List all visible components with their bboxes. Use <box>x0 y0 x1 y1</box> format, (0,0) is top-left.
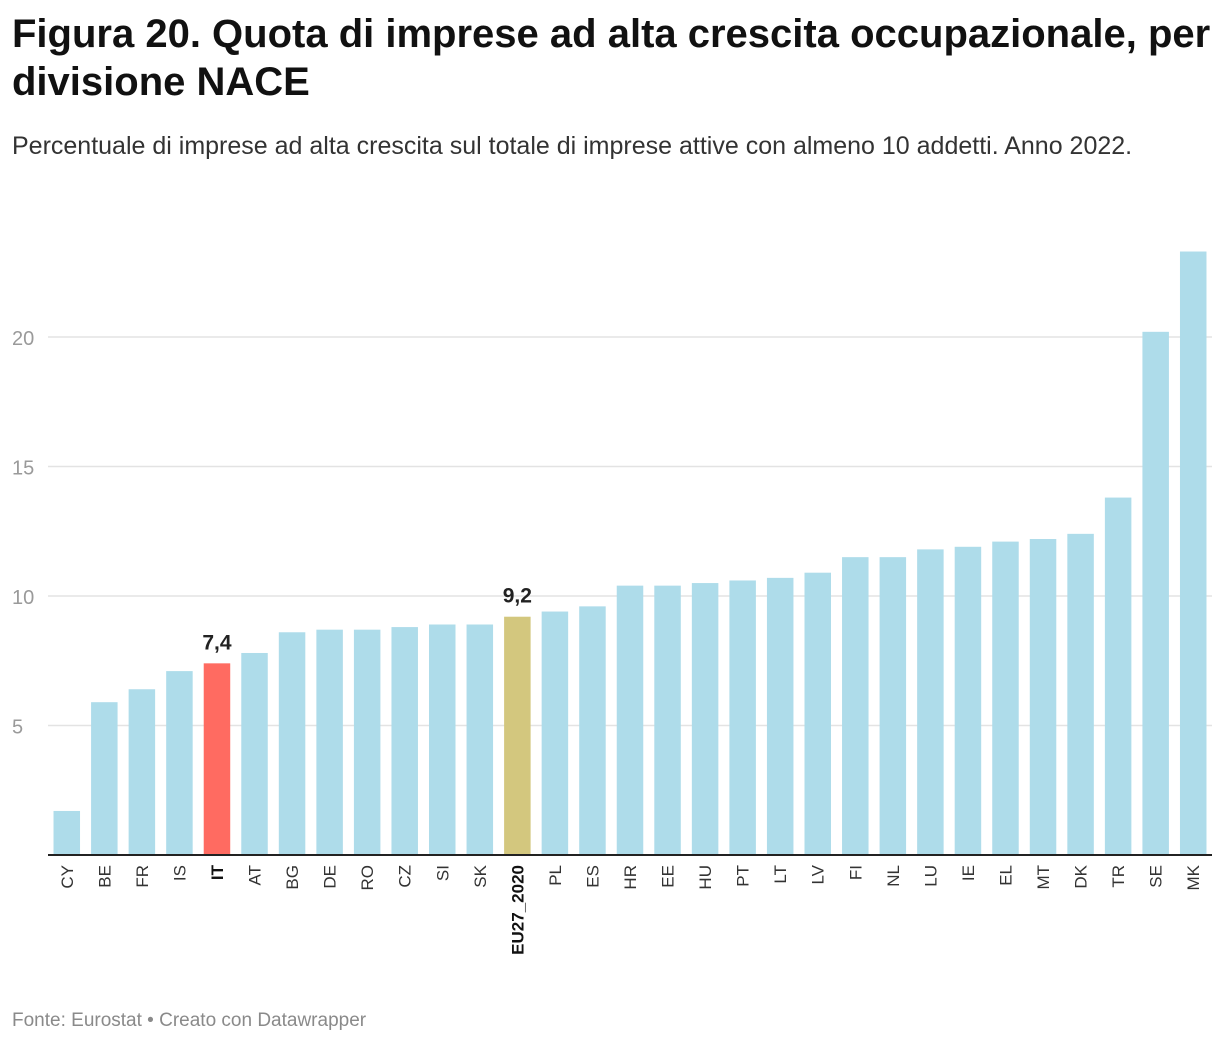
x-tick-label: FI <box>846 865 865 880</box>
bar-dk <box>1067 533 1094 855</box>
bar-hu <box>691 583 719 855</box>
bar-cy <box>53 810 81 855</box>
bar-lt <box>766 577 794 855</box>
chart-title: Figura 20. Quota di imprese ad alta cres… <box>12 12 1211 104</box>
bar-pl <box>541 611 569 855</box>
x-tick-label: MK <box>1184 864 1203 890</box>
bar-mt <box>1029 539 1057 855</box>
bar-tr <box>1104 497 1132 855</box>
x-tick-label: BE <box>95 865 114 888</box>
x-tick-label: HR <box>621 865 640 890</box>
bar-at <box>241 652 268 855</box>
bar-nl <box>879 557 907 855</box>
bar-is <box>166 671 193 855</box>
x-tick-label: LV <box>809 864 828 884</box>
x-tick-label: ES <box>583 865 602 888</box>
bar-ee <box>654 585 681 855</box>
bar-bg <box>278 632 306 855</box>
x-tick-label: HU <box>696 865 715 890</box>
x-tick-label: CZ <box>396 865 415 888</box>
bar-hr <box>616 585 644 855</box>
bar-fi <box>842 557 869 855</box>
bar-fr <box>128 689 156 855</box>
x-tick-label: SK <box>471 864 490 887</box>
bar-es <box>579 606 606 855</box>
bar-it <box>203 663 231 855</box>
bar-ie <box>954 546 982 855</box>
data-label: 7,4 <box>202 631 232 654</box>
x-tick-label: SI <box>433 865 452 881</box>
bar-de <box>316 629 343 855</box>
x-tick-label: NL <box>884 865 903 887</box>
bar-el <box>992 541 1019 855</box>
bar-si <box>429 624 456 855</box>
x-tick-label: SE <box>1147 865 1166 888</box>
x-tick-label: MT <box>1034 865 1053 890</box>
bar-ro <box>353 629 381 855</box>
x-tick-label: PT <box>734 865 753 887</box>
bar-cz <box>391 627 418 855</box>
x-tick-label: RO <box>358 865 377 891</box>
bar-pt <box>729 580 756 855</box>
x-tick-label: EL <box>996 865 1015 886</box>
x-tick-label: PL <box>546 865 565 886</box>
x-tick-label: IS <box>170 865 189 881</box>
source-footer: Fonte: Eurostat • Creato con Datawrapper <box>12 1010 367 1031</box>
x-tick-label: FR <box>133 865 152 888</box>
y-tick-label: 5 <box>12 717 23 739</box>
bar-lu <box>917 549 944 855</box>
bar-mk <box>1179 251 1207 855</box>
x-tick-label: IE <box>959 865 978 881</box>
chart-subtitle: Percentuale di imprese ad alta crescita … <box>12 132 1133 160</box>
data-label: 9,2 <box>503 585 532 608</box>
y-tick-label: 10 <box>12 587 34 609</box>
x-tick-label: EU27_2020 <box>508 865 527 955</box>
x-tick-label: TR <box>1109 865 1128 888</box>
bar-be <box>91 702 118 855</box>
bar-se <box>1142 331 1169 855</box>
x-tick-label: BG <box>283 865 302 890</box>
x-tick-label: DE <box>321 865 340 889</box>
bar-lv <box>804 572 831 855</box>
bar-sk <box>466 624 494 855</box>
x-tick-label: LU <box>921 865 940 887</box>
bar-chart: 5 10 15 20 CY BE FR IS IT AT BG DE RO CZ SI SK EU27_2020… <box>12 251 1212 955</box>
y-tick-label: 15 <box>12 458 34 480</box>
x-tick-label: EE <box>659 865 678 888</box>
y-tick-label: 20 <box>12 328 34 350</box>
x-tick-label: DK <box>1072 864 1091 888</box>
x-tick-label: IT <box>208 864 227 880</box>
bar-eu27_2020 <box>504 616 531 855</box>
x-tick-label: CY <box>58 865 77 889</box>
x-tick-label: AT <box>246 865 265 885</box>
x-tick-label: LT <box>771 865 790 884</box>
